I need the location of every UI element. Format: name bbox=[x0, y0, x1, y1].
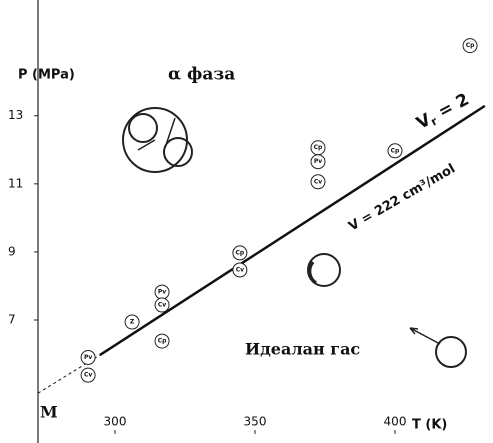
point-label: M bbox=[40, 403, 58, 422]
arrow bbox=[410, 328, 440, 344]
point-label: Z bbox=[130, 319, 135, 326]
point-label: Cp bbox=[391, 147, 400, 154]
point-label: Pv bbox=[158, 289, 166, 296]
fit-line bbox=[100, 106, 485, 355]
y-axis-label: P (MPa) bbox=[18, 68, 75, 83]
point-label: Cp bbox=[236, 249, 245, 256]
gas-label: Идеалан гас bbox=[245, 340, 360, 359]
point-label: Cv bbox=[84, 372, 92, 379]
y-tick-label: 11 bbox=[8, 176, 23, 190]
ring-arc bbox=[310, 262, 316, 283]
y-tick-label: 13 bbox=[8, 108, 23, 122]
x-tick-label: 350 bbox=[244, 415, 267, 429]
vr-value: = 2 bbox=[430, 90, 473, 125]
point-label: Cv bbox=[236, 266, 244, 273]
volume-label: V = 222 cm³/mol bbox=[346, 161, 458, 234]
x-tick-label: 300 bbox=[104, 415, 127, 429]
y-tick-label: 7 bbox=[8, 313, 16, 327]
vr-label: Vr = 2 bbox=[413, 90, 473, 135]
gas-icon bbox=[436, 337, 466, 367]
x-tick-label: 400 bbox=[384, 415, 407, 429]
point-label: Pv bbox=[314, 158, 322, 165]
point-label: Cp bbox=[158, 338, 167, 345]
point-label: Cv bbox=[314, 178, 322, 185]
icons bbox=[123, 108, 466, 367]
sphere bbox=[129, 114, 157, 142]
x-axis-label: T (K) bbox=[412, 418, 447, 433]
point-label: Cp bbox=[314, 144, 323, 151]
point-label: Pv bbox=[84, 354, 92, 361]
phase-label: α фаза bbox=[168, 65, 235, 85]
point-label: Cv bbox=[158, 302, 166, 309]
chart: P (MPa) T (K) M α фаза Идеалан гас Vr = … bbox=[0, 0, 493, 443]
point-label: Cp bbox=[466, 42, 475, 49]
y-tick-label: 9 bbox=[8, 244, 16, 258]
